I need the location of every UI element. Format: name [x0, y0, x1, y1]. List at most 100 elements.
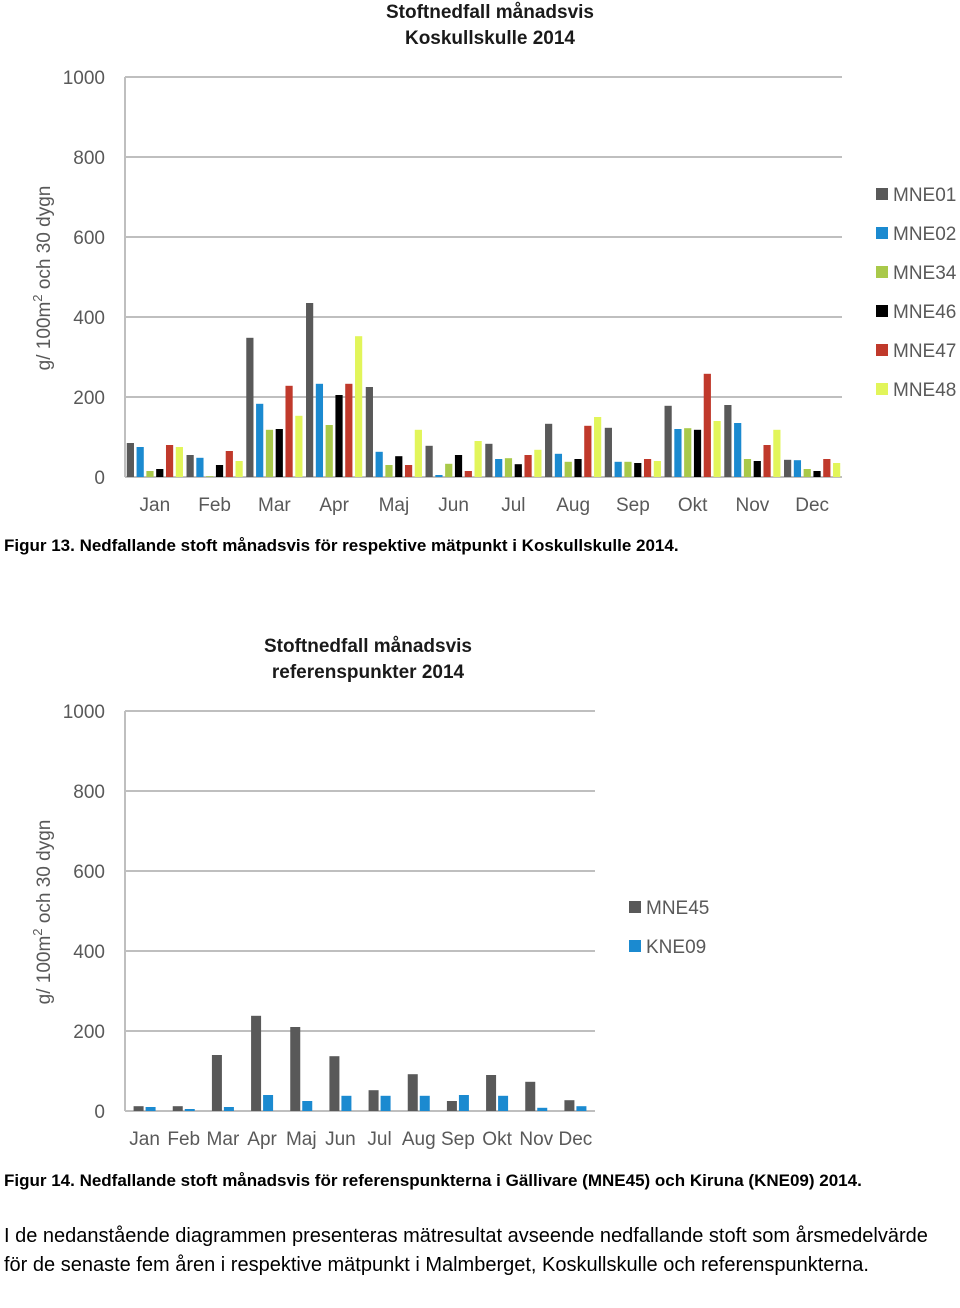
bar-mne01-jan — [126, 443, 134, 477]
bar-mne45-feb — [172, 1106, 183, 1111]
chart-title: Stoftnedfall månadsvis Koskullskulle 2014 — [386, 2, 594, 49]
bar-mne45-sep — [446, 1101, 457, 1111]
bar-mne48-apr — [355, 336, 363, 477]
chart-referenspunkter: Stoftnedfall månadsvis referenspunkter 20… — [30, 636, 709, 1150]
y-axis-label-text: g/ 100m2 och 30 dygn — [30, 820, 55, 1005]
bar-mne47-okt — [703, 373, 711, 477]
y-axis-label-main: g/ 100m — [34, 302, 55, 371]
bar-mne34-aug — [564, 461, 572, 477]
legend-label-kne09: KNE09 — [646, 937, 706, 958]
x-tick-label: Mar — [207, 1129, 240, 1150]
bar-mne46-nov — [753, 461, 761, 477]
legend-swatch-mne45 — [629, 901, 641, 913]
bars — [126, 303, 841, 477]
bars — [133, 1015, 587, 1111]
bar-mne02-feb — [196, 457, 204, 477]
bar-mne48-jun — [474, 441, 482, 477]
figure-14-caption: Figur 14. Nedfallande stoft månadsvis fö… — [4, 1171, 862, 1190]
y-tick-labels: 0 200 400 600 800 1000 — [63, 68, 105, 489]
bar-mne34-okt — [684, 428, 692, 477]
bar-kne09-nov — [537, 1107, 548, 1111]
bar-mne46-okt — [693, 429, 702, 477]
bar-mne45-jan — [133, 1106, 144, 1111]
bar-mne02-jul — [495, 459, 503, 477]
bar-kne09-mar — [223, 1107, 234, 1111]
bar-kne09-jul — [380, 1095, 391, 1111]
x-tick-label: Sep — [616, 495, 650, 516]
bar-mne02-dec — [793, 460, 802, 477]
bar-mne46-sep — [634, 463, 642, 477]
bar-mne02-aug — [554, 453, 563, 477]
x-tick-label: Jan — [140, 495, 171, 516]
bar-mne45-apr — [251, 1015, 262, 1111]
legend-label-mne34: MNE34 — [893, 263, 957, 284]
bar-mne46-dec — [813, 471, 821, 477]
y-tick-label: 800 — [73, 782, 105, 803]
bar-mne01-jun — [425, 445, 433, 477]
bar-mne01-aug — [545, 423, 553, 477]
bar-mne48-nov — [773, 429, 781, 477]
bar-mne47-mar — [285, 385, 293, 477]
bar-mne01-apr — [306, 303, 314, 477]
y-tick-label: 0 — [94, 1102, 105, 1123]
x-tick-label: Dec — [795, 495, 829, 516]
legend: MNE01 MNE02 MNE34 MNE46 MNE47 MNE48 — [876, 185, 957, 401]
chart-koskullskulle: Stoftnedfall månadsvis Koskullskulle 2014… — [30, 2, 957, 516]
x-tick-label: Aug — [402, 1129, 436, 1150]
bar-mne47-apr — [345, 383, 353, 477]
x-tick-label: Mar — [258, 495, 291, 516]
bar-mne47-maj — [404, 465, 413, 477]
bar-mne48-dec — [833, 463, 841, 477]
x-tick-label: Maj — [286, 1129, 317, 1150]
y-axis-label: g/ 100m2 och 30 dygn — [30, 186, 55, 371]
bar-mne48-mar — [295, 415, 303, 477]
x-tick-label: Okt — [482, 1129, 512, 1150]
x-tick-labels: Jan Feb Mar Apr Maj Jun Jul Aug Sep Okt Nov Dec — [129, 1129, 592, 1150]
bar-kne09-aug — [419, 1095, 430, 1111]
legend-swatch-mne34 — [876, 266, 888, 278]
bar-mne48-feb — [235, 461, 243, 477]
x-tick-label: Maj — [379, 495, 410, 516]
bar-mne48-jan — [175, 447, 183, 477]
chart-title-line: Stoftnedfall månadsvis — [264, 636, 472, 657]
bar-mne34-sep — [624, 461, 632, 477]
bar-mne47-feb — [225, 451, 233, 477]
bar-mne45-jul — [368, 1090, 379, 1111]
legend: MNE45 KNE09 — [629, 898, 709, 958]
y-tick-label: 200 — [73, 1022, 105, 1043]
x-tick-label: Apr — [247, 1129, 277, 1150]
y-tick-labels: 0 200 400 600 800 1000 — [63, 702, 105, 1123]
chart-title-line: Koskullskulle 2014 — [405, 28, 575, 49]
bar-mne45-aug — [407, 1074, 418, 1111]
gridlines — [124, 710, 595, 1112]
bar-mne45-nov — [525, 1081, 536, 1111]
x-tick-label: Dec — [559, 1129, 593, 1150]
x-tick-label: Feb — [167, 1129, 200, 1150]
bar-mne02-jan — [136, 447, 144, 477]
y-tick-label: 1000 — [63, 702, 105, 723]
x-tick-label: Jun — [438, 495, 469, 516]
bar-kne09-jun — [341, 1095, 352, 1111]
bar-mne45-maj — [290, 1027, 301, 1111]
y-tick-label: 800 — [73, 148, 105, 169]
y-axis-label-sup: 2 — [30, 294, 45, 301]
legend-swatch-mne46 — [876, 305, 888, 317]
bar-mne47-jul — [524, 455, 532, 477]
bar-mne45-okt — [486, 1075, 497, 1111]
bar-mne47-jan — [165, 445, 174, 477]
legend-label-mne01: MNE01 — [893, 185, 956, 206]
bar-mne47-jun — [464, 471, 472, 477]
bar-mne34-jun — [445, 463, 453, 477]
x-tick-label: Nov — [519, 1129, 553, 1150]
bar-mne46-jan — [156, 469, 164, 477]
bar-kne09-feb — [184, 1109, 195, 1111]
bar-mne01-maj — [365, 387, 373, 477]
legend-label-mne48: MNE48 — [893, 380, 956, 401]
y-axis-label-main: g/ 100m — [34, 936, 55, 1005]
legend-label-mne47: MNE47 — [893, 341, 956, 362]
chart-title: Stoftnedfall månadsvis referenspunkter 20… — [264, 636, 472, 683]
legend-swatch-mne47 — [876, 344, 888, 356]
bar-mne47-aug — [584, 425, 592, 477]
gridlines — [124, 76, 842, 478]
